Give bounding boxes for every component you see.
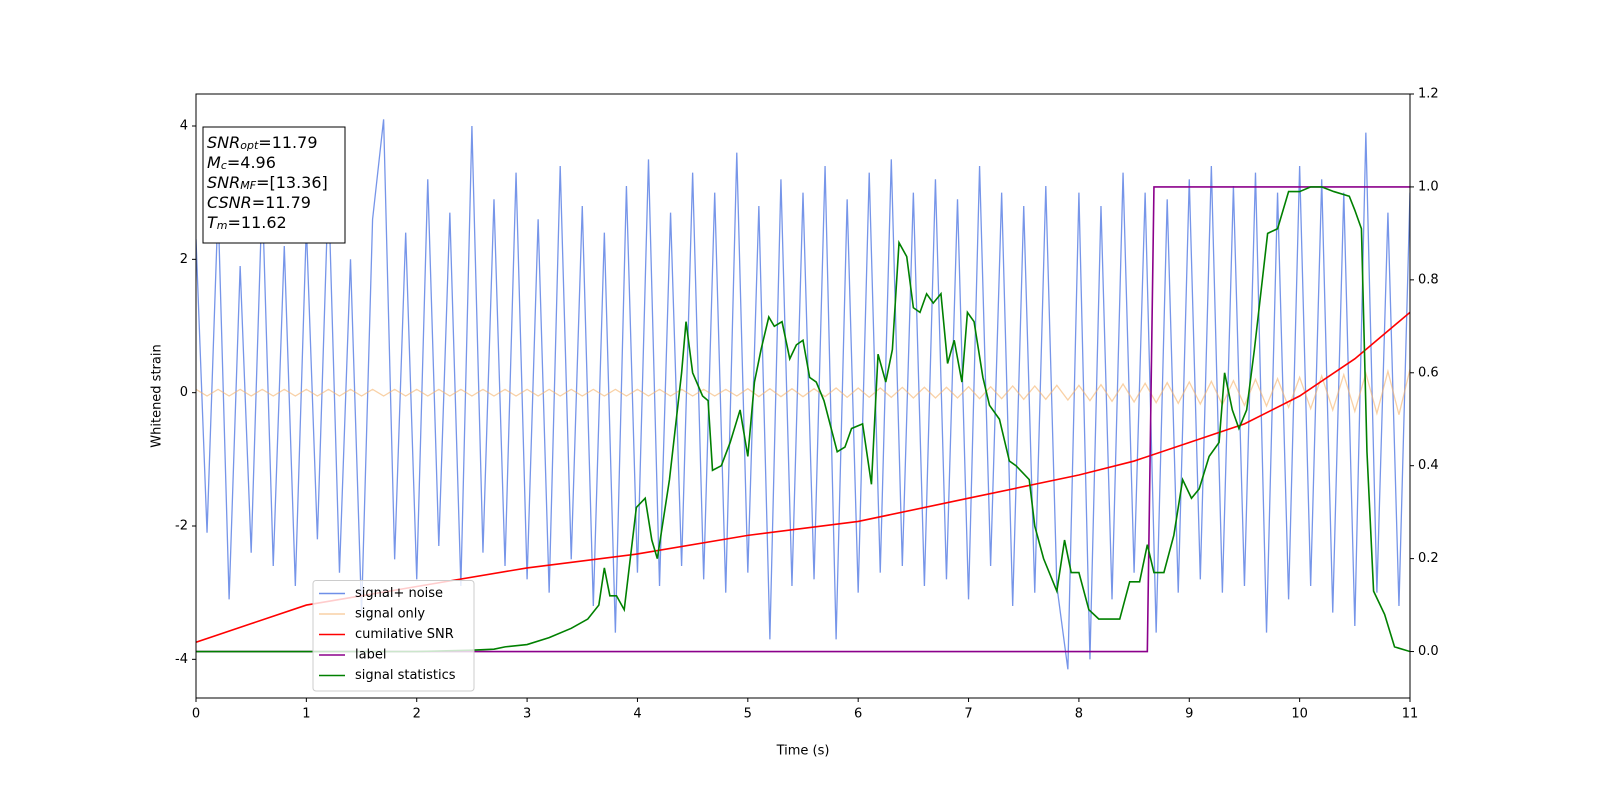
x-tick-label: 10: [1291, 707, 1308, 722]
series-line: [196, 186, 1410, 653]
annotation-symbol: SNR: [207, 133, 240, 152]
annotation-symbol: M: [207, 153, 221, 172]
x-tick-label: 5: [744, 707, 752, 722]
plot-frame: [195, 93, 1411, 699]
annotation-subscript: c: [221, 159, 227, 172]
annotation-text: =11.62: [228, 213, 287, 232]
series-line: [196, 368, 1410, 416]
y2-tick-label: 0.2: [1418, 551, 1439, 566]
y2-tick-label: 0.6: [1418, 365, 1439, 380]
y2-tick-label: 1.0: [1418, 179, 1439, 194]
y-tick-label: 2: [180, 252, 188, 267]
annotation-text: =[13.36]: [256, 173, 328, 192]
x-tick-label: 0: [192, 707, 200, 722]
annotation-text: =11.79: [252, 193, 311, 212]
series-line: [196, 119, 1410, 670]
annotation-text: =11.79: [258, 133, 317, 152]
y-tick-label: 0: [180, 385, 188, 400]
y2-tick-label: 0.8: [1418, 272, 1439, 287]
legend-label: signal only: [355, 607, 425, 622]
y2-tick-label: 0.4: [1418, 458, 1439, 473]
x-axis-label: Time (s): [776, 744, 830, 759]
x-tick-label: 2: [413, 707, 421, 722]
x-tick-label: 7: [964, 707, 972, 722]
annotation-symbol: T: [207, 213, 218, 232]
x-tick-label: 1: [302, 707, 310, 722]
y-tick-label: -2: [175, 519, 188, 534]
annotation-line: Tm=11.62: [207, 213, 287, 233]
x-tick-label: 8: [1075, 707, 1083, 722]
y-tick-label: -4: [175, 652, 188, 667]
annotation-symbol: CSNR: [207, 193, 252, 212]
legend-label: signal statistics: [355, 668, 456, 683]
y2-tick-label: 0.0: [1418, 644, 1439, 659]
annotation-text: =4.96: [227, 153, 276, 172]
legend: signal+ noise signal only cumilative SNR la…: [312, 580, 475, 692]
annotation-subscript: opt: [240, 139, 259, 152]
legend-label: label: [355, 648, 386, 663]
x-tick-label: 4: [633, 707, 641, 722]
legend-label: signal+ noise: [355, 586, 443, 601]
y-tick-label: 4: [180, 119, 188, 134]
annotation-line: SNRMF=[13.36]: [207, 173, 328, 193]
annotation-subscript: m: [217, 219, 228, 232]
annotation-subscript: MF: [240, 179, 256, 192]
x-tick-label: 9: [1185, 707, 1193, 722]
series-line: [196, 186, 1410, 653]
annotation-frame: [202, 126, 346, 244]
annotation-line: SNRopt=11.79: [207, 133, 318, 153]
annotation-symbol: SNR: [207, 173, 240, 192]
x-tick-label: 11: [1402, 707, 1419, 722]
annotation-line: Mc=4.96: [207, 153, 276, 173]
annotation-line: CSNR=11.79: [207, 193, 311, 212]
x-tick-label: 6: [854, 707, 862, 722]
annotation-box: SNRopt=11.79Mc=4.96SNRMF=[13.36]CSNR=11.…: [202, 126, 346, 244]
legend-label: cumilative SNR: [355, 627, 454, 642]
y2-tick-label: 1.2: [1418, 87, 1439, 102]
y-axis-label: Whitened strain: [150, 344, 165, 447]
legend-frame: [312, 580, 475, 692]
x-tick-label: 3: [523, 707, 531, 722]
